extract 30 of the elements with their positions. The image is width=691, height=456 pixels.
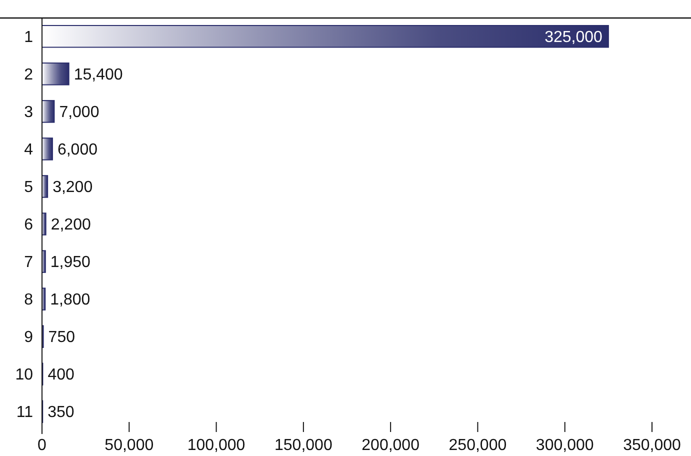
x-tick-label: 50,000	[104, 437, 154, 454]
x-tick-label: 350,000	[623, 437, 682, 454]
data-label: 1,950	[50, 254, 91, 272]
y-tick-label: 4	[24, 142, 34, 159]
x-tick-label: 200,000	[362, 437, 420, 454]
data-label: 15,400	[74, 66, 123, 84]
y-tick-label: 1	[24, 28, 34, 46]
y-tick-label: 9	[24, 329, 34, 346]
y-tick-label: 2	[24, 66, 34, 84]
y-tick-label: 6	[24, 216, 34, 234]
data-label: 350	[48, 404, 74, 422]
data-label: 7,000	[59, 104, 100, 122]
data-label: 6,000	[57, 142, 98, 159]
x-tick-label: 150,000	[274, 437, 332, 454]
data-label: 1,800	[50, 292, 90, 309]
y-tick-label: 10	[15, 366, 34, 384]
data-label: 400	[48, 366, 74, 384]
data-label: 3,200	[52, 179, 93, 196]
x-tick-label: 300,000	[536, 437, 594, 454]
y-tick-label: 11	[16, 404, 34, 422]
y-tick-label: 5	[24, 179, 34, 196]
x-tick-label: 250,000	[448, 437, 507, 454]
y-tick-label: 8	[24, 292, 34, 309]
data-label: 750	[48, 329, 76, 346]
x-tick-label: 0	[38, 437, 47, 454]
y-tick-label: 7	[24, 254, 34, 272]
x-tick-label: 100,000	[187, 437, 246, 454]
data-label: 2,200	[50, 216, 91, 234]
y-tick-label: 3	[24, 104, 34, 122]
data-label: 325,000	[544, 28, 603, 46]
